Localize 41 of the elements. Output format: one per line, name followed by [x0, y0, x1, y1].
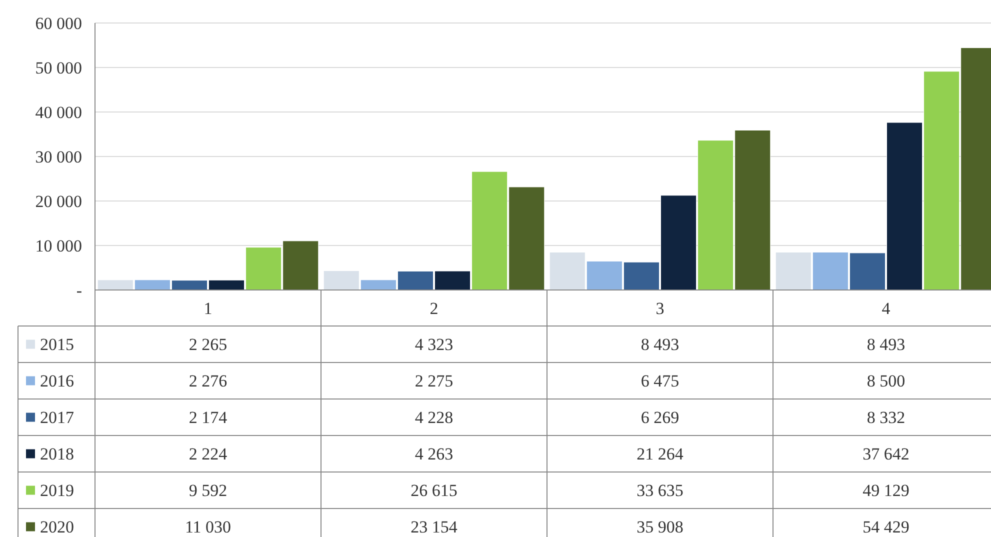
legend-label: 2016: [40, 372, 74, 391]
x-tick-label: 2: [430, 298, 438, 318]
data-label: 2 174: [188, 408, 228, 428]
legend-label: 2019: [40, 481, 74, 500]
y-tick-label: 40 000: [35, 102, 82, 122]
data-label: 26 615: [410, 481, 458, 500]
data-label: 23 154: [410, 518, 458, 537]
data-label: 4 263: [414, 444, 454, 464]
data-label: 11 030: [184, 518, 232, 537]
data-label: 6 475: [640, 372, 680, 391]
x-tick-label: 4: [882, 298, 891, 318]
data-label: 8 493: [866, 335, 906, 354]
legend-label: 2020: [40, 518, 74, 537]
data-label: 37 642: [862, 444, 910, 464]
x-tick-label: 3: [656, 298, 664, 318]
data-label: 49 129: [862, 481, 910, 500]
x-tick-label: 1: [204, 298, 212, 318]
data-label: 54 429: [862, 518, 910, 537]
data-label: 2 224: [188, 444, 228, 464]
data-label: 4 228: [414, 408, 454, 428]
data-label: 35 908: [636, 518, 684, 537]
data-label: 2 265: [188, 335, 228, 354]
legend-label: 2017: [40, 408, 74, 428]
data-label: 21 264: [636, 444, 684, 464]
data-label: 8 500: [866, 372, 906, 391]
y-tick-label: 30 000: [35, 147, 82, 166]
y-tick-label: 50 000: [35, 58, 82, 78]
y-tick-label: 10 000: [35, 236, 82, 256]
data-label: 2 276: [188, 372, 228, 391]
data-label: 9 592: [188, 481, 228, 500]
y-tick-label: 60 000: [35, 14, 82, 33]
data-label: 4 323: [414, 335, 454, 354]
data-label: 2 275: [414, 372, 454, 391]
legend-label: 2018: [40, 444, 74, 464]
y-tick-label: -: [76, 280, 82, 300]
legend-label: 2015: [40, 335, 74, 354]
data-label: 8 493: [640, 335, 680, 354]
y-tick-label: 20 000: [35, 192, 82, 211]
data-label: 33 635: [636, 481, 684, 500]
data-label: 6 269: [640, 408, 680, 428]
data-label: 8 332: [866, 408, 906, 428]
